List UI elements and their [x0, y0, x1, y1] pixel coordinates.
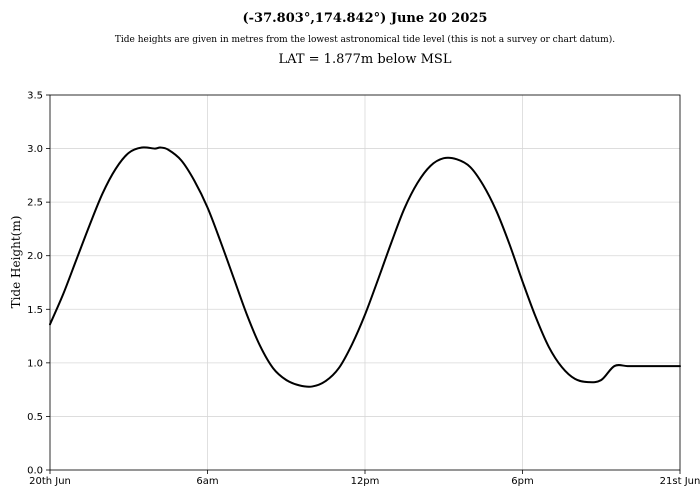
axis-ticks: 0.0 0.5 1.0 1.5 2.0 2.5 3.0 3.5 20th Jun 6am 12pm 6…	[27, 91, 700, 488]
y-tick-label: 0.0	[27, 466, 43, 477]
y-tick-label: 0.5	[27, 412, 43, 423]
x-tick-label: 20th Jun	[29, 476, 71, 487]
y-axis-label: Tide Height(m)	[9, 216, 23, 309]
chart-title: (-37.803°,174.842°) June 20 2025	[242, 11, 488, 26]
grid	[49, 94, 681, 471]
x-tick-label: 12pm	[351, 476, 380, 487]
x-tick-label: 21st Jun	[660, 476, 700, 487]
x-tick-label: 6am	[196, 476, 218, 487]
y-tick-label: 1.5	[27, 305, 43, 316]
y-tick-label: 3.0	[27, 144, 43, 155]
series-layer	[49, 146, 681, 388]
chart-lat-note: LAT = 1.877m below MSL	[278, 52, 452, 67]
x-tick-label: 6pm	[511, 476, 533, 487]
y-tick-label: 3.5	[27, 91, 43, 102]
tide-height-line	[49, 146, 681, 388]
y-tick-label: 2.0	[27, 251, 43, 262]
chart-subtitle: Tide heights are given in metres from th…	[114, 35, 616, 45]
y-tick-label: 2.5	[27, 198, 43, 209]
y-tick-label: 1.0	[27, 358, 43, 369]
